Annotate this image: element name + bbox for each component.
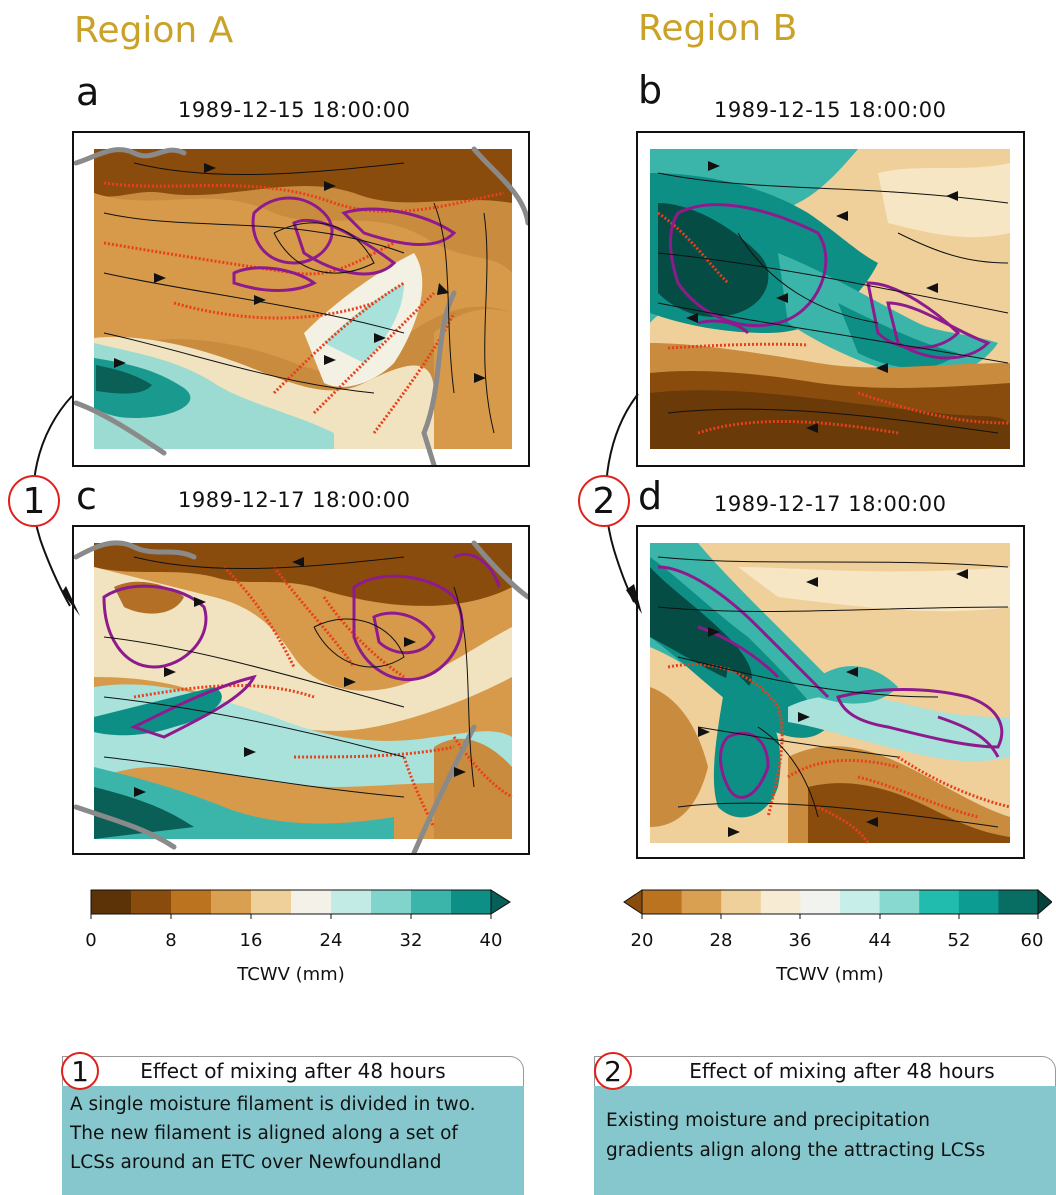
colorbar-cell <box>642 890 683 914</box>
colorbar-right-tick: 28 <box>709 930 733 951</box>
colorbar-cell <box>411 890 452 914</box>
colorbar-cell <box>721 890 762 914</box>
colorbar-cell <box>958 890 999 914</box>
step-two-marker: 2 <box>578 475 630 527</box>
map-panel-b <box>636 131 1025 467</box>
region-a-title: Region A <box>74 10 234 51</box>
note-box-two-header: Effect of mixing after 48 hours <box>594 1056 1056 1086</box>
note-box-one-line: A single moisture filament is divided in… <box>70 1094 476 1115</box>
note-box-two-body: Existing moisture and precipitation grad… <box>594 1086 1056 1195</box>
colorbar-cell <box>251 890 292 914</box>
colorbar-left-tick: 24 <box>319 930 343 951</box>
colorbar-cell <box>998 890 1039 914</box>
colorbar-left-tick: 40 <box>479 930 503 951</box>
panel-b-letter: b <box>638 68 663 112</box>
colorbar-left-tick: 0 <box>85 930 97 951</box>
note-box-two-line: gradients align along the attracting LCS… <box>606 1140 986 1161</box>
colorbar-left-label: TCWV (mm) <box>237 964 345 985</box>
note-box-one-header-text: Effect of mixing after 48 hours <box>140 1059 446 1083</box>
step-one-marker: 1 <box>8 475 60 527</box>
colorbar-left-tick: 8 <box>165 930 177 951</box>
colorbar-cell <box>211 890 252 914</box>
note-box-two: Effect of mixing after 48 hours Existing… <box>594 1056 1056 1195</box>
note-box-one-line: LCSs around an ETC over Newfoundland <box>70 1152 442 1173</box>
map-panel-a <box>72 131 530 467</box>
colorbar-cell <box>800 890 841 914</box>
map-panel-c <box>72 525 530 855</box>
colorbar-right-tick: 60 <box>1020 930 1044 951</box>
colorbar-cell <box>840 890 881 914</box>
map-panel-d <box>636 525 1025 859</box>
colorbar-cell <box>331 890 372 914</box>
panel-b-timestamp: 1989-12-15 18:00:00 <box>714 98 947 122</box>
colorbar-right-extend-max <box>1037 888 1052 916</box>
colorbar-left <box>90 889 511 919</box>
note-box-one-number: 1 <box>61 1052 99 1090</box>
colorbar-right-tick: 44 <box>868 930 892 951</box>
colorbar-cell <box>371 890 412 914</box>
colorbar-right <box>623 888 1052 919</box>
colorbar-left-extend-arrow <box>490 889 511 915</box>
colorbar-left-tick: 32 <box>399 930 423 951</box>
panel-d-timestamp: 1989-12-17 18:00:00 <box>714 492 947 516</box>
colorbar-cell <box>919 890 960 914</box>
colorbar-cell <box>291 890 332 914</box>
colorbar-right-tick: 36 <box>788 930 812 951</box>
panel-c-letter: c <box>76 474 97 518</box>
colorbar-cell <box>879 890 920 914</box>
note-box-one-body: A single moisture filament is divided in… <box>62 1086 524 1195</box>
colorbar-left-tick: 16 <box>239 930 263 951</box>
note-box-one-line: The new filament is aligned along a set … <box>70 1123 458 1144</box>
colorbar-cell <box>91 890 132 914</box>
colorbar-right-tick: 52 <box>947 930 971 951</box>
note-box-one-header: Effect of mixing after 48 hours <box>62 1056 524 1086</box>
colorbar-right-label: TCWV (mm) <box>776 964 884 985</box>
panel-a-letter: a <box>76 70 100 114</box>
note-box-one: Effect of mixing after 48 hours A single… <box>62 1056 524 1195</box>
note-box-two-line: Existing moisture and precipitation <box>606 1110 930 1131</box>
note-box-two-header-text: Effect of mixing after 48 hours <box>689 1059 995 1083</box>
panel-d-letter: d <box>638 474 663 518</box>
colorbar-cell <box>760 890 801 914</box>
colorbar-cell <box>131 890 172 914</box>
panel-a-timestamp: 1989-12-15 18:00:00 <box>178 98 411 122</box>
region-b-title: Region B <box>638 8 798 49</box>
note-box-two-number: 2 <box>594 1052 632 1090</box>
panel-c-timestamp: 1989-12-17 18:00:00 <box>178 488 411 512</box>
colorbar-right-tick: 20 <box>630 930 654 951</box>
colorbar-cell <box>681 890 722 914</box>
colorbar-right-extend-min <box>623 889 643 915</box>
colorbar-cell <box>451 890 492 914</box>
colorbar-cell <box>171 890 212 914</box>
